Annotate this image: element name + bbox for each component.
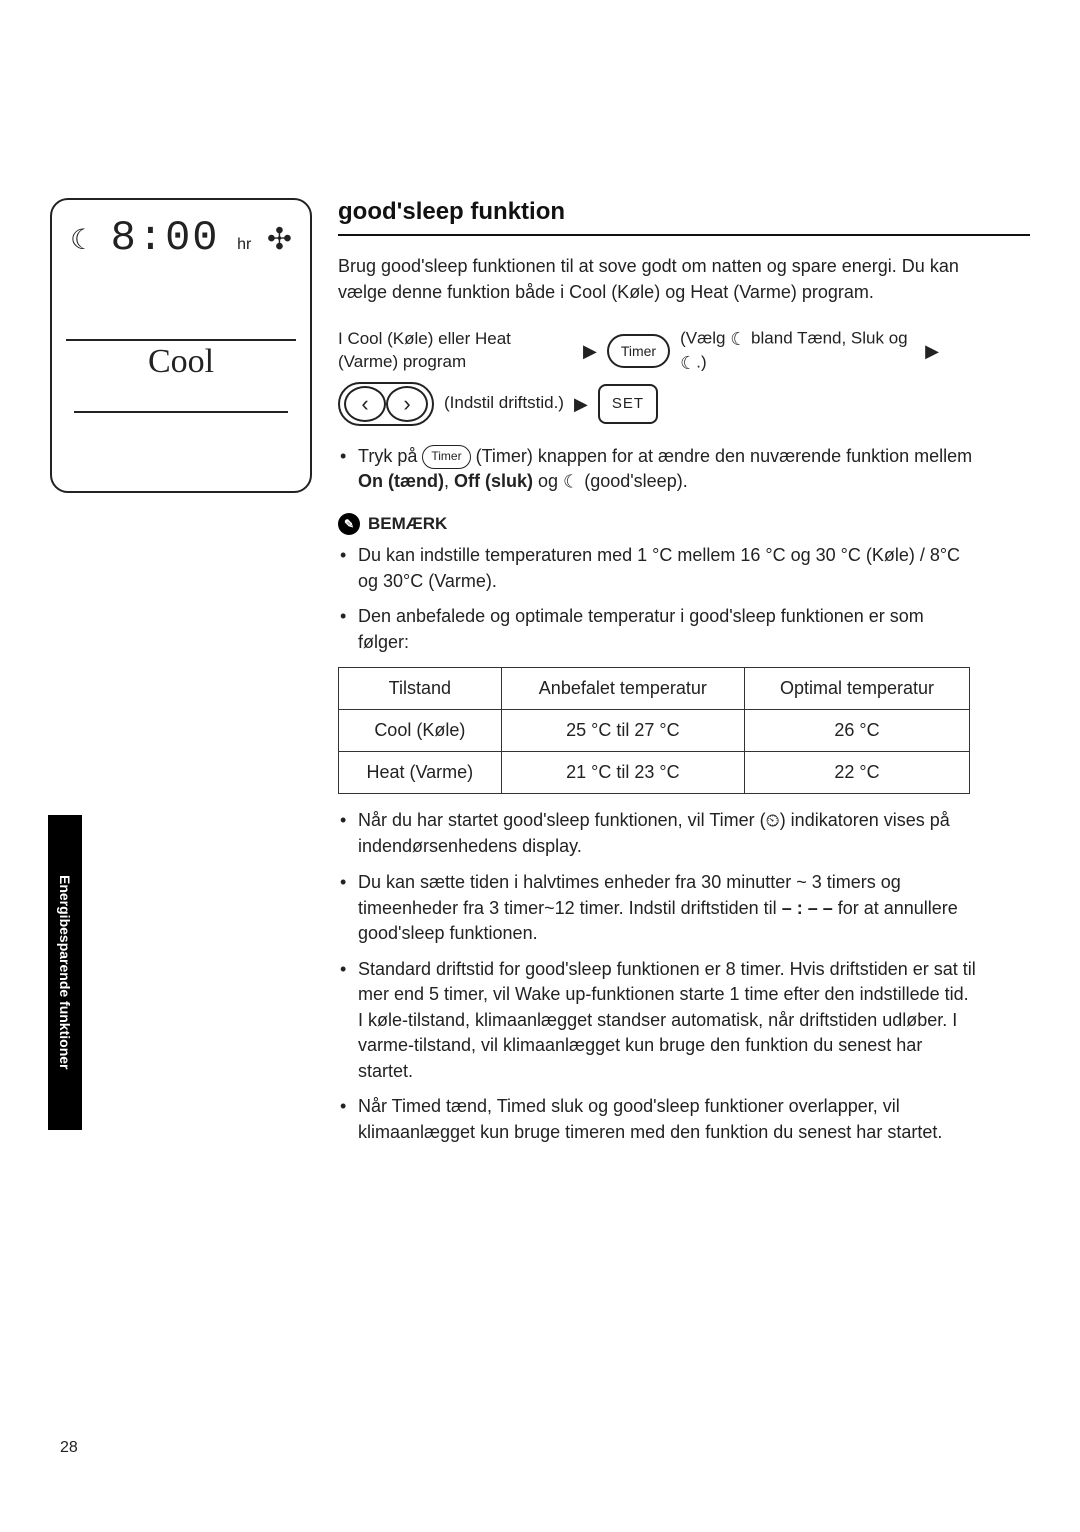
section-tab-label: Energibesparende funktioner: [57, 875, 73, 1069]
right-arrow-button: ›: [386, 386, 428, 422]
note-text: Tryk på: [358, 446, 422, 466]
temperature-table: Tilstand Anbefalet temperatur Optimal te…: [338, 667, 970, 794]
note-icon: ✎: [338, 513, 360, 535]
note-header: ✎ BEMÆRK: [338, 513, 1030, 535]
section-tab: Energibesparende funktioner: [48, 815, 82, 1130]
note-list-2: Når du har startet good'sleep funktionen…: [338, 808, 978, 1145]
remote-top-row: ☾ 8:00 hr ✣: [66, 214, 296, 264]
note-list-1: Du kan indstille temperaturen med 1 °C m…: [338, 543, 978, 655]
remote-underline: [66, 339, 296, 341]
note-text: ,: [444, 471, 454, 491]
note-item: Når Timed tænd, Timed sluk og good'sleep…: [338, 1094, 978, 1145]
flow-step2: (Vælg ☾ bland Tænd, Sluk og ☾.): [680, 327, 915, 376]
set-button-graphic: SET: [598, 384, 658, 424]
dash-placeholder: – : – –: [782, 898, 833, 918]
remote-display-illustration: ☾ 8:00 hr ✣ Cool: [50, 198, 312, 493]
left-arrow-button: ‹: [344, 386, 386, 422]
timer-clock-icon: ⏲: [766, 811, 780, 831]
arrow-icon: ▶: [583, 339, 597, 363]
table-header: Optimal temperatur: [745, 668, 970, 710]
goodsleep-icon: ☾: [70, 223, 95, 256]
arrow-icon: ▶: [574, 392, 588, 416]
intro-paragraph: Brug good'sleep funktionen til at sove g…: [338, 254, 978, 305]
table-cell: Cool (Køle): [339, 710, 502, 752]
page-number: 28: [60, 1439, 78, 1457]
note-item: Når du har startet good'sleep funktionen…: [338, 808, 978, 860]
timer-press-note: Tryk på Timer (Timer) knappen for at ænd…: [338, 444, 978, 496]
flow-row-2: ‹ › (Indstil driftstid.) ▶ SET: [338, 382, 978, 426]
flow-step2b: bland Tænd, Sluk og: [746, 329, 907, 348]
timer-press-note-item: Tryk på Timer (Timer) knappen for at ænd…: [338, 444, 978, 496]
goodsleep-icon: ☾: [730, 329, 746, 349]
table-cell: Heat (Varme): [339, 752, 502, 794]
note-item: Standard driftstid for good'sleep funkti…: [338, 957, 978, 1085]
note-item: Du kan indstille temperaturen med 1 °C m…: [338, 543, 978, 594]
table-row: Heat (Varme) 21 °C til 23 °C 22 °C: [339, 752, 970, 794]
fan-icon: ✣: [267, 222, 292, 257]
note-text: (good'sleep).: [584, 471, 688, 491]
flow-step2c: .): [696, 353, 706, 372]
table-cell: 22 °C: [745, 752, 970, 794]
table-cell: 21 °C til 23 °C: [501, 752, 744, 794]
goodsleep-icon: ☾: [563, 472, 579, 492]
timer-button-graphic: Timer: [607, 334, 670, 368]
operation-flow: I Cool (Køle) eller Heat (Varme) program…: [338, 327, 978, 426]
note-text: (Timer) knappen for at ændre den nuværen…: [476, 446, 973, 466]
remote-mode-label: Cool: [66, 343, 296, 381]
arrow-icon: ▶: [925, 339, 939, 363]
remote-hr-label: hr: [237, 236, 251, 254]
table-cell: 25 °C til 27 °C: [501, 710, 744, 752]
table-cell: 26 °C: [745, 710, 970, 752]
note-text: Når du har startet good'sleep funktionen…: [358, 810, 766, 830]
note-bold: Off (sluk): [454, 471, 533, 491]
section-title: good'sleep funktion: [338, 198, 1030, 236]
main-content: good'sleep funktion Brug good'sleep funk…: [338, 198, 1030, 1155]
note-bold: On (tænd): [358, 471, 444, 491]
note-text: og: [538, 471, 563, 491]
left-right-buttons-graphic: ‹ ›: [338, 382, 434, 426]
flow-step2a: (Vælg: [680, 329, 730, 348]
remote-time: 8:00: [111, 214, 220, 262]
remote-divider: [74, 411, 288, 413]
timer-button-graphic-small: Timer: [422, 445, 470, 469]
table-header: Anbefalet temperatur: [501, 668, 744, 710]
note-label: BEMÆRK: [368, 514, 447, 534]
note-item: Den anbefalede og optimale temperatur i …: [338, 604, 978, 655]
flow-step3: (Indstil driftstid.): [444, 392, 564, 415]
table-header-row: Tilstand Anbefalet temperatur Optimal te…: [339, 668, 970, 710]
goodsleep-icon: ☾: [680, 353, 696, 373]
table-header: Tilstand: [339, 668, 502, 710]
flow-step1: I Cool (Køle) eller Heat (Varme) program: [338, 328, 573, 374]
note-item: Du kan sætte tiden i halvtimes enheder f…: [338, 870, 978, 947]
table-row: Cool (Køle) 25 °C til 27 °C 26 °C: [339, 710, 970, 752]
flow-row-1: I Cool (Køle) eller Heat (Varme) program…: [338, 327, 978, 376]
